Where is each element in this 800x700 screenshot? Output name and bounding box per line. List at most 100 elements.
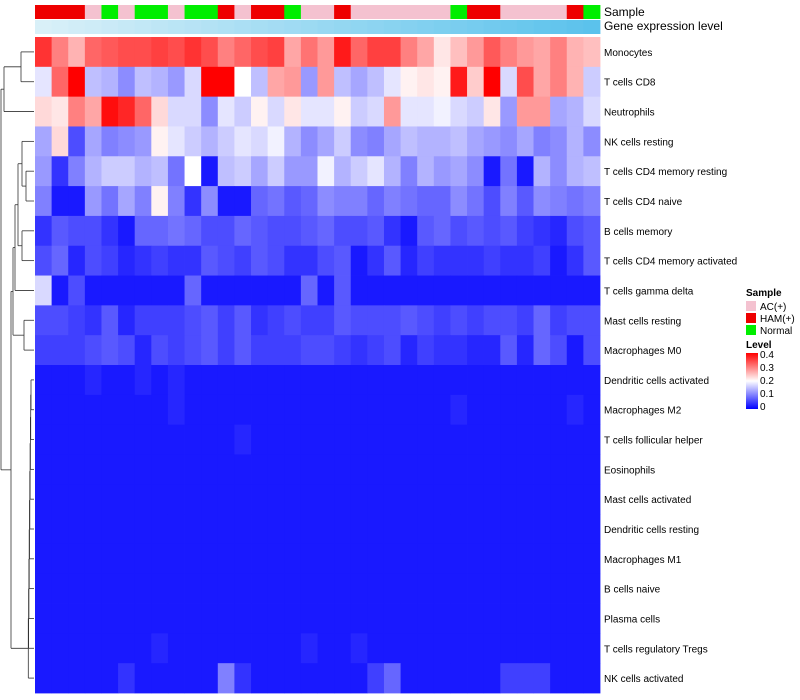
heatmap-cell — [550, 543, 568, 575]
heatmap-cell — [267, 186, 285, 217]
heatmap-cell — [184, 454, 202, 485]
heatmap-cell — [367, 394, 385, 426]
heatmap-cell — [51, 394, 69, 426]
heatmap-cell — [500, 543, 518, 575]
heatmap-cell — [516, 305, 534, 336]
heatmap-cell — [383, 663, 401, 694]
heatmap-cell — [433, 156, 451, 187]
heatmap-cell — [450, 573, 468, 604]
heatmap-cell — [217, 156, 235, 187]
heatmap-cell — [533, 573, 551, 604]
heatmap-cell — [167, 37, 185, 68]
heatmap-cell — [566, 454, 584, 485]
row-label: Macrophages M2 — [604, 406, 682, 417]
heatmap-cell — [450, 484, 468, 515]
heatmap-cell — [184, 126, 202, 157]
heatmap-cell — [84, 603, 102, 634]
heatmap-cell — [317, 96, 335, 127]
heatmap-cell — [334, 573, 352, 604]
heatmap-cell — [167, 454, 185, 485]
heatmap-cell — [516, 573, 534, 604]
heatmap-cell — [417, 245, 435, 276]
heatmap-cell — [583, 603, 601, 634]
heatmap-cell — [583, 245, 601, 276]
heatmap-cell — [151, 484, 169, 515]
heatmap-cell — [251, 633, 269, 664]
heatmap-cell — [118, 663, 136, 694]
heatmap-cell — [68, 603, 86, 634]
heatmap-cell — [51, 514, 69, 545]
heatmap-cell — [417, 37, 435, 68]
heatmap-cell — [134, 514, 152, 545]
heatmap-cell — [300, 275, 318, 306]
heatmap-cell — [184, 275, 202, 306]
heatmap-cell — [483, 394, 501, 426]
heatmap-cell — [284, 424, 302, 455]
heatmap-cell — [251, 245, 269, 276]
heatmap-cell — [234, 424, 252, 455]
heatmap-cell — [201, 394, 219, 426]
heatmap-cell — [84, 335, 102, 366]
heatmap-cell — [167, 126, 185, 157]
heatmap-cell — [317, 424, 335, 455]
heatmap-cell — [151, 126, 169, 157]
heatmap-cell — [234, 245, 252, 276]
heatmap-cell — [417, 305, 435, 336]
heatmap-cell — [500, 126, 518, 157]
heatmap-cell — [334, 245, 352, 276]
heatmap-cell — [550, 514, 568, 545]
heatmap-cell — [151, 335, 169, 366]
heatmap-cell — [450, 156, 468, 187]
heatmap-cell — [267, 305, 285, 336]
heatmap-cell — [500, 394, 518, 426]
heatmap-cell — [101, 96, 119, 127]
heatmap-cell — [334, 335, 352, 366]
heatmap-cell — [533, 663, 551, 694]
expression-annotation-cell — [383, 20, 401, 34]
heatmap-cell — [334, 215, 352, 247]
heatmap-cell — [367, 603, 385, 634]
heatmap-cell — [450, 335, 468, 366]
row-label: Macrophages M0 — [604, 346, 682, 357]
expression-annotation-cell — [334, 20, 352, 34]
heatmap-cell — [467, 156, 485, 187]
heatmap-cell — [300, 66, 318, 98]
heatmap-cell — [267, 484, 285, 515]
heatmap-cell — [234, 663, 252, 694]
heatmap-cell — [533, 66, 551, 98]
heatmap-cell — [500, 96, 518, 127]
heatmap-cell — [84, 156, 102, 187]
heatmap-cell — [417, 454, 435, 485]
sample-annotation-cell — [101, 5, 119, 19]
heatmap-cell — [84, 484, 102, 515]
heatmap-cell — [417, 96, 435, 127]
sample-annotation-cell — [151, 5, 169, 19]
heatmap-cell — [350, 305, 368, 336]
heatmap-cell — [467, 66, 485, 98]
heatmap-cell — [483, 186, 501, 217]
heatmap-cell — [566, 66, 584, 98]
heatmap-cell — [550, 96, 568, 127]
heatmap-cell — [433, 454, 451, 485]
heatmap-cell — [167, 633, 185, 664]
legend-sample-label: HAM(+) — [760, 314, 795, 325]
sample-annotation-cell — [317, 5, 335, 19]
heatmap-cell — [566, 514, 584, 545]
heatmap-cell — [483, 275, 501, 306]
heatmap-cell — [550, 573, 568, 604]
heatmap-cell — [134, 335, 152, 366]
expression-annotation-cell — [566, 20, 584, 34]
heatmap-cell — [68, 275, 86, 306]
heatmap-cell — [483, 514, 501, 545]
legend-level-colorbar — [746, 353, 758, 409]
heatmap-cell — [583, 66, 601, 98]
heatmap-cell — [267, 66, 285, 98]
heatmap-cell — [151, 424, 169, 455]
heatmap-cell — [400, 37, 418, 68]
heatmap-cell — [68, 186, 86, 217]
heatmap-cell — [533, 37, 551, 68]
heatmap-cell — [500, 663, 518, 694]
heatmap-cell — [350, 275, 368, 306]
heatmap-cell — [500, 514, 518, 545]
heatmap-cell — [317, 543, 335, 575]
